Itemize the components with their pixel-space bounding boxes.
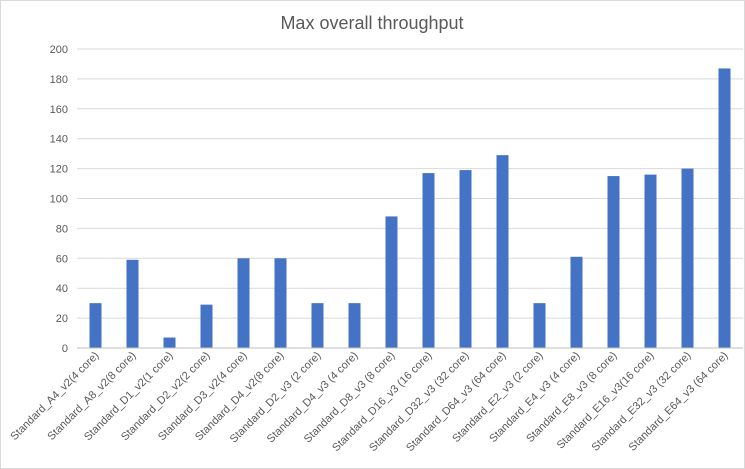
y-tick-label: 20 (56, 313, 68, 325)
bar (607, 176, 620, 348)
bar (570, 256, 583, 348)
gridlines (77, 48, 743, 319)
y-tick-label: 40 (56, 283, 68, 295)
y-tick-label: 80 (56, 223, 68, 235)
bar (237, 258, 250, 348)
bar (126, 259, 139, 348)
bar (385, 216, 398, 348)
y-tick-label: 160 (50, 104, 68, 116)
bar (89, 303, 102, 348)
y-tick-label: 100 (50, 194, 68, 206)
bars (89, 68, 731, 348)
y-tick-label: 140 (50, 134, 68, 146)
bar (311, 303, 324, 348)
bar (274, 258, 287, 348)
y-tick-label: 120 (50, 164, 68, 176)
bar (718, 68, 731, 348)
y-tick-label: 0 (62, 343, 68, 355)
y-tick-label: 180 (50, 74, 68, 86)
bar (348, 303, 361, 348)
bar (163, 337, 176, 348)
y-tick-label: 200 (50, 44, 68, 56)
bar (200, 304, 213, 348)
bar (644, 174, 657, 348)
y-axis-ticks: 0 20 40 60 80 100 120 140 160 180 200 (50, 44, 68, 355)
bar (422, 173, 435, 348)
bar (533, 303, 546, 348)
bar (459, 170, 472, 348)
x-axis-ticks: Standard_A4_v2(4 core)Standard_A8_v2(8 c… (8, 350, 730, 454)
bar (681, 168, 694, 348)
y-tick-label: 60 (56, 253, 68, 265)
bar (496, 155, 509, 348)
chart-title: Max overall throughput (280, 13, 463, 33)
